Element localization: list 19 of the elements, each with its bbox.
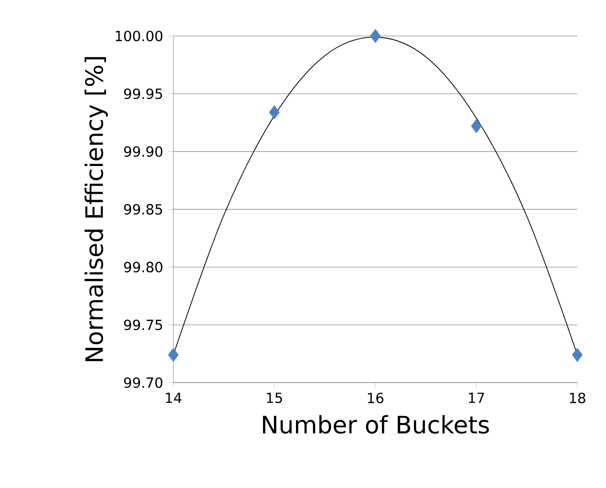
y-axis-title: Normalised Efficiency [%] bbox=[84, 57, 108, 362]
point bbox=[572, 348, 583, 362]
x-tick-label: 15 bbox=[266, 392, 282, 404]
y-tick-label: 99.75 bbox=[124, 320, 162, 330]
x-tick-label: 16 bbox=[368, 392, 384, 404]
y-tick-label: 99.95 bbox=[124, 88, 162, 100]
x-tick-label: 14 bbox=[166, 392, 182, 403]
y-tick-label: 99.90 bbox=[124, 146, 162, 157]
x-tick-label: 17 bbox=[468, 392, 484, 403]
point bbox=[269, 105, 280, 120]
y-tick-label: 99.70 bbox=[124, 377, 162, 388]
y-tick-label: 99.85 bbox=[124, 204, 162, 215]
y-tick-label: 100.00 bbox=[116, 30, 162, 42]
x-axis-title: Number of Buckets bbox=[263, 415, 489, 434]
point bbox=[471, 119, 482, 134]
point bbox=[370, 29, 381, 43]
x-tick-label: 18 bbox=[570, 392, 586, 404]
y-tick-label: 99.80 bbox=[124, 262, 162, 272]
point bbox=[168, 348, 179, 362]
